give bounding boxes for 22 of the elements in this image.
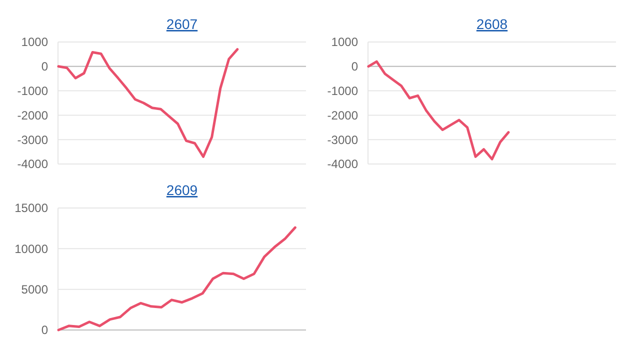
y-tick-label: -3000 — [17, 132, 48, 147]
y-tick-label: 10000 — [14, 242, 48, 256]
y-tick-label: 0 — [351, 60, 358, 74]
y-tick-label: -4000 — [17, 157, 48, 172]
y-tick-label: 0 — [41, 323, 48, 338]
line-series — [57, 48, 239, 158]
y-tick-label: 5000 — [21, 282, 48, 297]
line-series — [57, 226, 296, 332]
line-series — [367, 60, 510, 160]
y-tick-label: 1000 — [331, 35, 358, 50]
y-tick-label: -2000 — [327, 108, 358, 122]
chart-title: 2608 — [476, 16, 508, 32]
y-tick-label: 15000 — [14, 201, 48, 216]
chart-title: 2607 — [166, 16, 198, 32]
y-tick-label: -1000 — [327, 84, 358, 98]
y-tick-label: -2000 — [17, 108, 48, 122]
y-tick-label: 0 — [41, 60, 48, 74]
y-tick-label: -4000 — [327, 157, 358, 172]
y-tick-label: -1000 — [17, 84, 48, 98]
y-tick-label: -3000 — [327, 132, 358, 147]
y-tick-label: 1000 — [21, 35, 48, 50]
chart-title: 2609 — [166, 182, 198, 198]
